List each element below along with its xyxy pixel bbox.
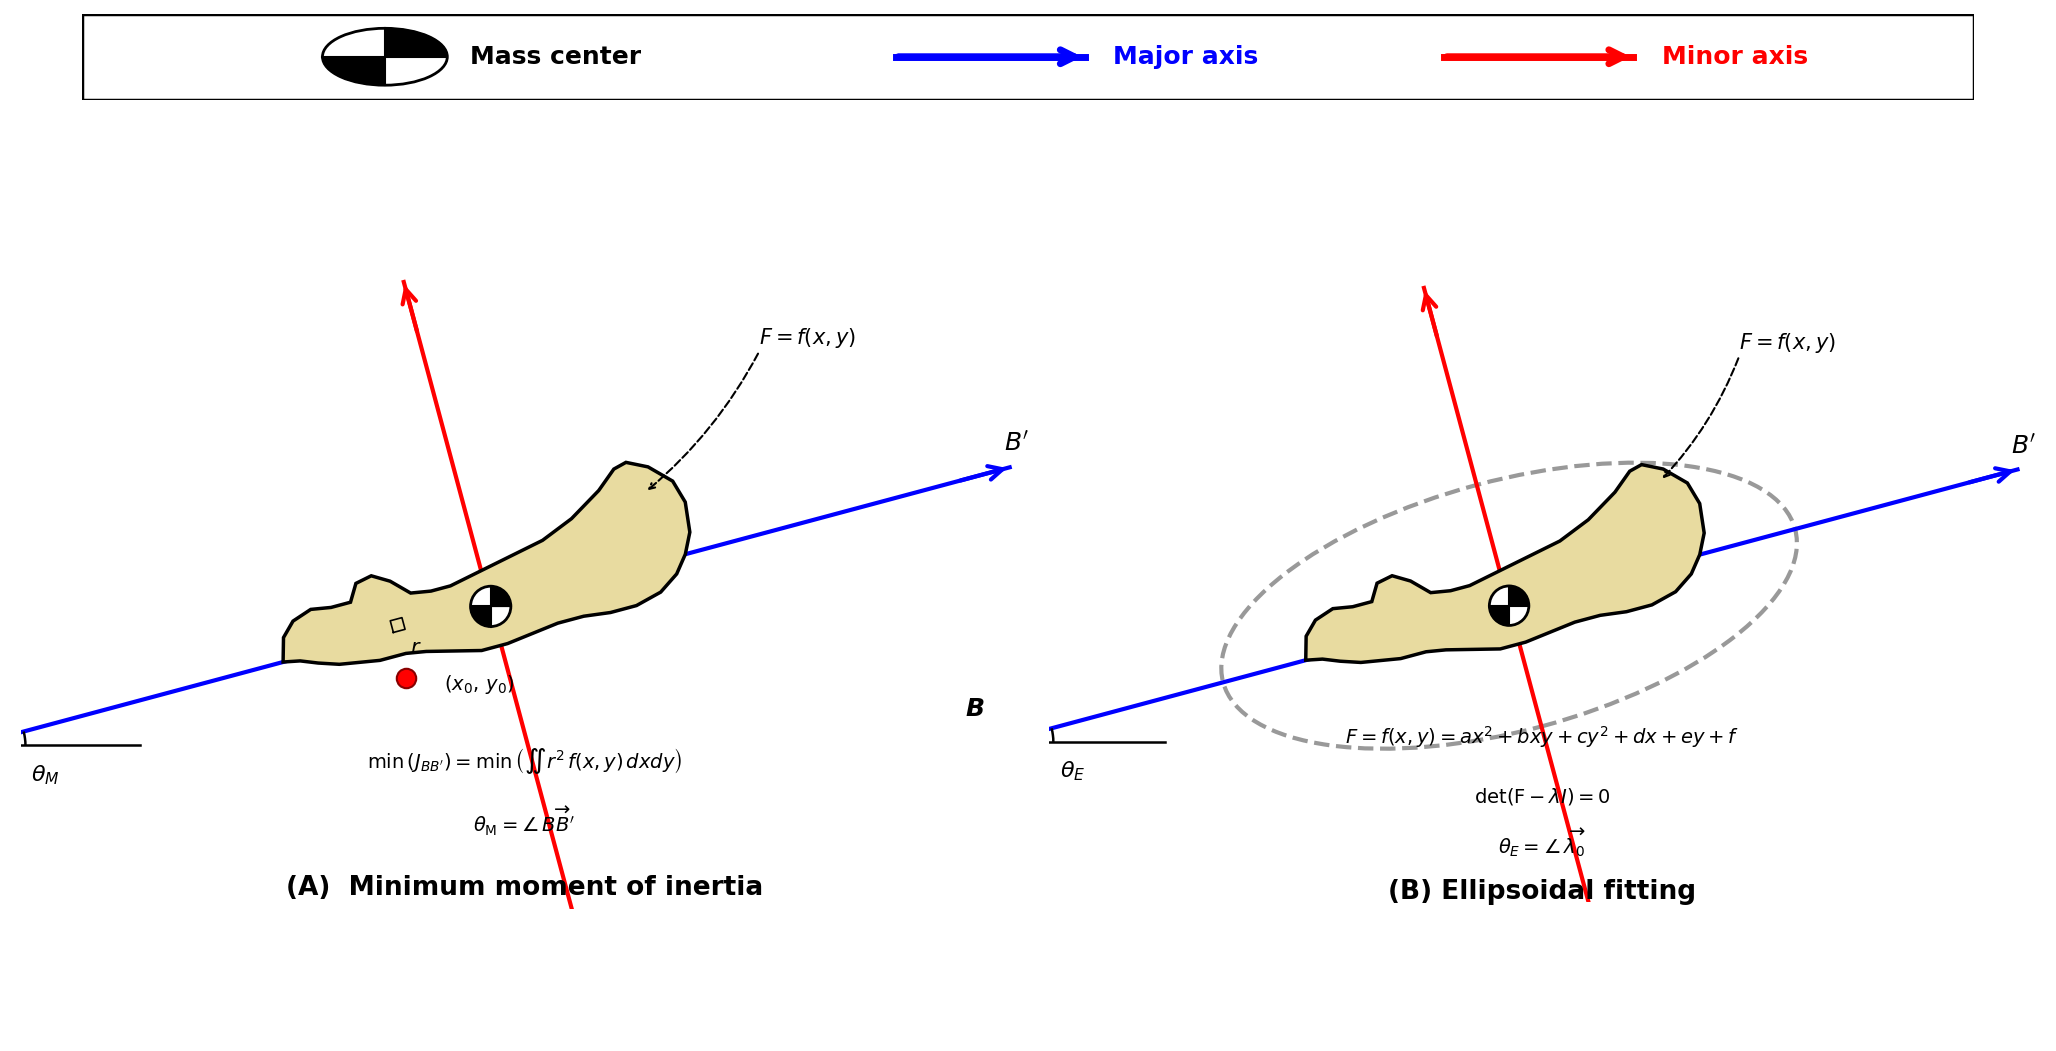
Text: $\min\,(J_{BB^{\prime}}) = \min\,\left(\iint r^2\,f(x,y)\,dxdy\right)$: $\min\,(J_{BB^{\prime}}) = \min\,\left(\…: [366, 746, 683, 776]
Circle shape: [323, 28, 448, 85]
Circle shape: [1489, 586, 1530, 625]
FancyBboxPatch shape: [82, 14, 1974, 100]
Text: $(x_0,\,y_0)$: $(x_0,\,y_0)$: [444, 673, 514, 696]
Text: $\boldsymbol{B'}$: $\boldsymbol{B'}$: [2011, 434, 2037, 458]
Text: $F = f(x, y)$: $F = f(x, y)$: [759, 326, 855, 350]
Text: Major axis: Major axis: [1112, 45, 1258, 68]
Wedge shape: [323, 57, 384, 85]
Circle shape: [471, 586, 510, 626]
Text: $\det(\mathrm{F} - \lambda I) = 0$: $\det(\mathrm{F} - \lambda I) = 0$: [1474, 786, 1610, 807]
Text: $F = f(x,y) = ax^2 + bxy + cy^2 + dx + ey + f$: $F = f(x,y) = ax^2 + bxy + cy^2 + dx + e…: [1345, 724, 1739, 750]
Text: $\theta_E$: $\theta_E$: [1061, 760, 1086, 783]
Wedge shape: [384, 28, 448, 57]
Text: $\boldsymbol{B}$: $\boldsymbol{B}$: [964, 697, 985, 721]
Wedge shape: [491, 586, 510, 606]
Text: (A)  Minimum moment of inertia: (A) Minimum moment of inertia: [286, 875, 763, 902]
Wedge shape: [471, 606, 491, 626]
Polygon shape: [284, 462, 691, 664]
Text: Mass center: Mass center: [471, 45, 641, 68]
Text: $\theta_E = \angle\,\overrightarrow{\lambda_0}$: $\theta_E = \angle\,\overrightarrow{\lam…: [1499, 826, 1585, 859]
Wedge shape: [1509, 586, 1530, 605]
Polygon shape: [1306, 465, 1704, 662]
Text: $\theta_{\rm M} = \angle\,\overrightarrow{BB^{\prime}}$: $\theta_{\rm M} = \angle\,\overrightarro…: [473, 805, 576, 838]
Text: $r$: $r$: [411, 638, 421, 658]
Text: $\theta_M$: $\theta_M$: [31, 764, 60, 787]
Text: Minor axis: Minor axis: [1661, 45, 1807, 68]
Wedge shape: [1489, 605, 1509, 625]
Text: $F = f(x, y)$: $F = f(x, y)$: [1739, 330, 1836, 354]
Text: (B) Ellipsoidal fitting: (B) Ellipsoidal fitting: [1388, 879, 1696, 905]
Text: $\boldsymbol{B'}$: $\boldsymbol{B'}$: [1003, 432, 1030, 456]
